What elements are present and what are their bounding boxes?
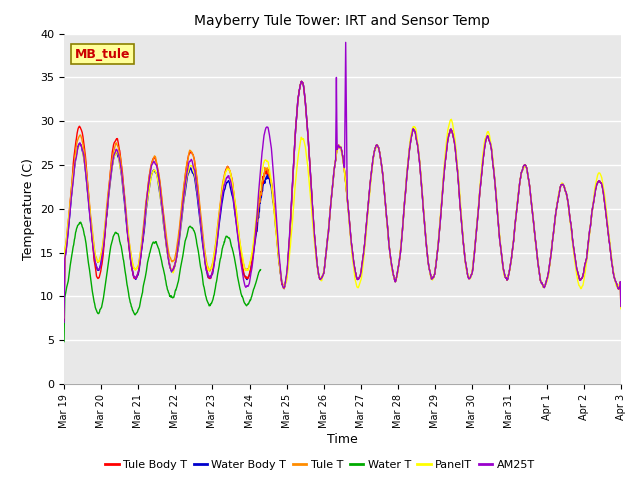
Y-axis label: Temperature (C): Temperature (C) [22, 158, 35, 260]
Title: Mayberry Tule Tower: IRT and Sensor Temp: Mayberry Tule Tower: IRT and Sensor Temp [195, 14, 490, 28]
X-axis label: Time: Time [327, 433, 358, 446]
Text: MB_tule: MB_tule [75, 48, 131, 60]
Legend: Tule Body T, Water Body T, Tule T, Water T, PanelT, AM25T: Tule Body T, Water Body T, Tule T, Water… [100, 456, 540, 474]
